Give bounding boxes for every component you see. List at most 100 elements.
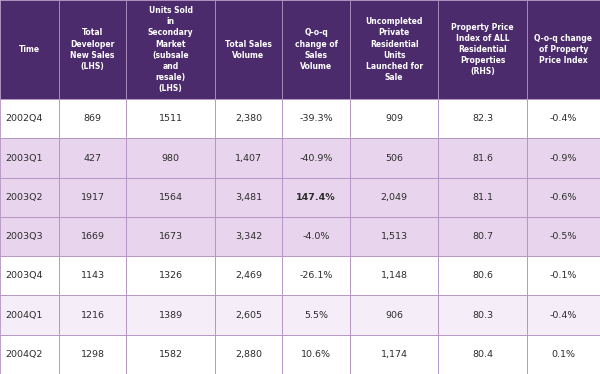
Polygon shape xyxy=(439,178,527,217)
Polygon shape xyxy=(0,295,59,335)
Text: 2003Q3: 2003Q3 xyxy=(5,232,43,241)
Text: 869: 869 xyxy=(83,114,101,123)
Polygon shape xyxy=(350,256,439,295)
Polygon shape xyxy=(59,217,127,256)
Text: Property Price
Index of ALL
Residential
Properties
(RHS): Property Price Index of ALL Residential … xyxy=(451,23,514,76)
Text: 2003Q4: 2003Q4 xyxy=(5,271,42,280)
Polygon shape xyxy=(527,295,600,335)
Polygon shape xyxy=(283,99,350,138)
Polygon shape xyxy=(0,138,59,178)
Polygon shape xyxy=(350,335,439,374)
Polygon shape xyxy=(215,295,283,335)
Polygon shape xyxy=(59,256,127,295)
Text: 1326: 1326 xyxy=(158,271,182,280)
Text: 1,174: 1,174 xyxy=(380,350,407,359)
Polygon shape xyxy=(0,99,59,138)
Text: 1,513: 1,513 xyxy=(380,232,407,241)
Text: 10.6%: 10.6% xyxy=(301,350,331,359)
Polygon shape xyxy=(59,0,127,99)
Text: -0.6%: -0.6% xyxy=(550,193,577,202)
Text: -26.1%: -26.1% xyxy=(299,271,333,280)
Polygon shape xyxy=(439,335,527,374)
Polygon shape xyxy=(527,0,600,99)
Polygon shape xyxy=(527,138,600,178)
Text: 1143: 1143 xyxy=(80,271,104,280)
Polygon shape xyxy=(215,99,283,138)
Polygon shape xyxy=(527,256,600,295)
Text: 1917: 1917 xyxy=(80,193,104,202)
Text: 3,481: 3,481 xyxy=(235,193,262,202)
Text: -4.0%: -4.0% xyxy=(302,232,330,241)
Polygon shape xyxy=(127,217,215,256)
Polygon shape xyxy=(439,256,527,295)
Text: 82.3: 82.3 xyxy=(472,114,493,123)
Text: 80.6: 80.6 xyxy=(472,271,493,280)
Text: 81.6: 81.6 xyxy=(472,153,493,163)
Polygon shape xyxy=(283,217,350,256)
Text: -40.9%: -40.9% xyxy=(299,153,333,163)
Text: Time: Time xyxy=(19,45,40,54)
Polygon shape xyxy=(350,0,439,99)
Text: Uncompleted
Private
Residential
Units
Launched for
Sale: Uncompleted Private Residential Units La… xyxy=(365,17,423,82)
Polygon shape xyxy=(527,99,600,138)
Text: 2,049: 2,049 xyxy=(380,193,407,202)
Text: 2004Q2: 2004Q2 xyxy=(5,350,42,359)
Polygon shape xyxy=(0,256,59,295)
Polygon shape xyxy=(350,217,439,256)
Polygon shape xyxy=(215,138,283,178)
Text: 1582: 1582 xyxy=(158,350,182,359)
Text: 2003Q1: 2003Q1 xyxy=(5,153,42,163)
Text: Total Sales
Volume: Total Sales Volume xyxy=(225,40,272,59)
Text: 1,407: 1,407 xyxy=(235,153,262,163)
Polygon shape xyxy=(439,99,527,138)
Polygon shape xyxy=(215,178,283,217)
Text: -0.5%: -0.5% xyxy=(550,232,577,241)
Polygon shape xyxy=(350,99,439,138)
Polygon shape xyxy=(527,178,600,217)
Polygon shape xyxy=(127,0,215,99)
Text: 80.7: 80.7 xyxy=(472,232,493,241)
Text: 2,880: 2,880 xyxy=(235,350,262,359)
Text: -0.1%: -0.1% xyxy=(550,271,577,280)
Text: 906: 906 xyxy=(385,310,403,320)
Polygon shape xyxy=(127,295,215,335)
Polygon shape xyxy=(350,178,439,217)
Text: 0.1%: 0.1% xyxy=(551,350,575,359)
Polygon shape xyxy=(527,217,600,256)
Polygon shape xyxy=(439,295,527,335)
Text: 506: 506 xyxy=(385,153,403,163)
Polygon shape xyxy=(127,99,215,138)
Polygon shape xyxy=(283,335,350,374)
Polygon shape xyxy=(283,256,350,295)
Text: 2,605: 2,605 xyxy=(235,310,262,320)
Polygon shape xyxy=(283,0,350,99)
Text: 1511: 1511 xyxy=(158,114,182,123)
Text: -0.4%: -0.4% xyxy=(550,310,577,320)
Text: 2,380: 2,380 xyxy=(235,114,262,123)
Polygon shape xyxy=(0,335,59,374)
Polygon shape xyxy=(127,335,215,374)
Polygon shape xyxy=(527,335,600,374)
Polygon shape xyxy=(0,0,59,99)
Text: 427: 427 xyxy=(83,153,101,163)
Polygon shape xyxy=(283,295,350,335)
Text: 1673: 1673 xyxy=(158,232,182,241)
Text: -39.3%: -39.3% xyxy=(299,114,333,123)
Text: -0.9%: -0.9% xyxy=(550,153,577,163)
Text: 2004Q1: 2004Q1 xyxy=(5,310,42,320)
Polygon shape xyxy=(127,178,215,217)
Text: 909: 909 xyxy=(385,114,403,123)
Polygon shape xyxy=(0,217,59,256)
Polygon shape xyxy=(59,99,127,138)
Text: 3,342: 3,342 xyxy=(235,232,262,241)
Text: 1389: 1389 xyxy=(158,310,182,320)
Polygon shape xyxy=(439,138,527,178)
Text: 1298: 1298 xyxy=(80,350,104,359)
Text: Q-o-q
change of
Sales
Volume: Q-o-q change of Sales Volume xyxy=(295,28,338,71)
Text: 2,469: 2,469 xyxy=(235,271,262,280)
Text: 2003Q2: 2003Q2 xyxy=(5,193,42,202)
Polygon shape xyxy=(283,178,350,217)
Text: 1,148: 1,148 xyxy=(380,271,407,280)
Polygon shape xyxy=(215,0,283,99)
Polygon shape xyxy=(350,138,439,178)
